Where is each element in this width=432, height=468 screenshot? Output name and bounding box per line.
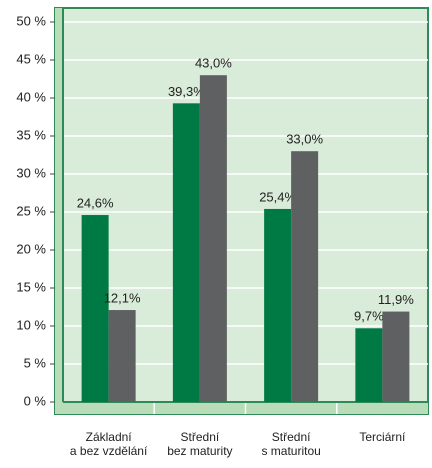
x-tick-label: Střední bez maturity xyxy=(167,430,232,458)
data-label: 33,0% xyxy=(286,132,323,147)
x-tick-label: Terciární xyxy=(359,430,406,444)
data-label: 24,6% xyxy=(77,195,114,210)
bar xyxy=(199,75,227,402)
y-tick-label: 5 % xyxy=(24,355,47,370)
y-tick-label: 25 % xyxy=(16,203,46,218)
data-label: 9,7% xyxy=(354,309,384,324)
bar xyxy=(382,311,410,402)
y-tick-label: 30 % xyxy=(16,165,46,180)
x-tick-label-line: s maturitou xyxy=(261,444,320,458)
bar xyxy=(172,103,200,402)
y-tick-label: 0 % xyxy=(24,393,47,408)
data-label: 43,0% xyxy=(195,56,232,71)
x-tick-label-line: Základní xyxy=(86,430,133,444)
x-axis-band xyxy=(55,402,428,414)
data-label: 11,9% xyxy=(378,292,414,307)
data-label: 12,1% xyxy=(104,290,141,305)
y-tick-label: 20 % xyxy=(16,241,46,256)
x-tick-label-line: Střední xyxy=(181,430,220,444)
x-tick-label: Střední s maturitou xyxy=(261,430,320,458)
x-tick-label: Základní a bez vzdělání xyxy=(70,430,148,458)
data-label: 25,4% xyxy=(259,189,296,204)
x-tick-label-line: Střední xyxy=(272,430,311,444)
y-tick-label: 50 % xyxy=(16,13,46,28)
x-tick-label-line: Terciární xyxy=(359,430,406,444)
x-tick-label-line: bez maturity xyxy=(167,444,232,458)
bar xyxy=(291,151,319,402)
y-tick-label: 10 % xyxy=(16,317,46,332)
y-tick-label: 15 % xyxy=(16,279,46,294)
x-tick-label-line: a bez vzdělání xyxy=(70,444,148,458)
bar xyxy=(108,310,136,402)
data-label: 39,3% xyxy=(168,84,205,99)
y-axis-band xyxy=(55,8,63,414)
y-tick-label: 45 % xyxy=(16,51,46,66)
y-tick-label: 35 % xyxy=(16,127,46,142)
y-tick-label: 40 % xyxy=(16,89,46,104)
bar xyxy=(355,328,383,402)
bar xyxy=(264,208,292,402)
bar xyxy=(81,215,109,402)
